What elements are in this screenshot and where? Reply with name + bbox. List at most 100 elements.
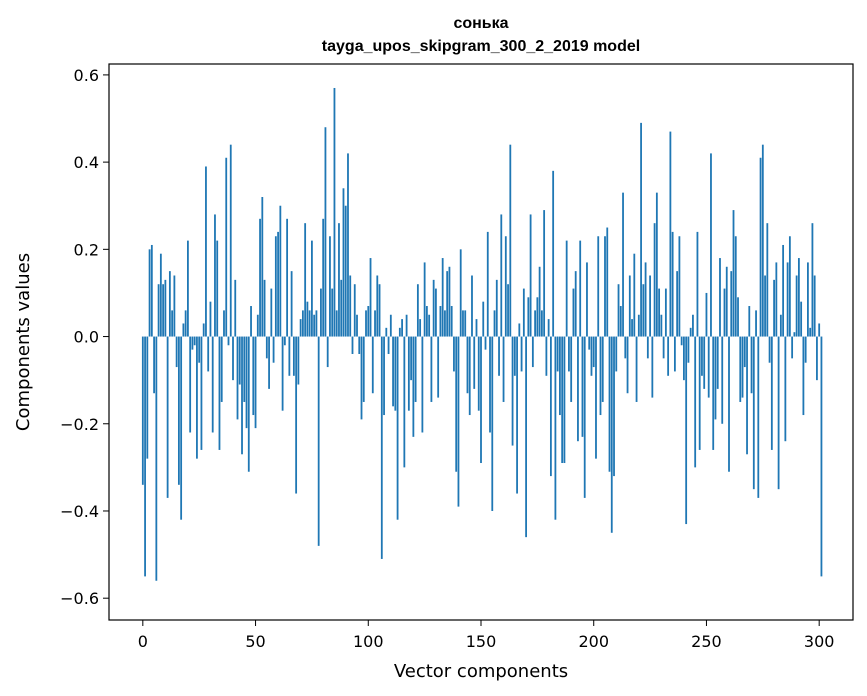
bar	[714, 336, 717, 420]
bar	[241, 336, 243, 455]
bars-group	[141, 87, 823, 581]
bar	[263, 279, 266, 337]
bar	[734, 236, 737, 337]
bar	[685, 336, 688, 525]
bar	[653, 223, 656, 337]
bar	[396, 336, 399, 520]
chart-title-line2: tayga_upos_skipgram_300_2_2019 model	[322, 38, 640, 55]
bar	[561, 336, 564, 464]
bar	[572, 288, 575, 337]
bar	[540, 310, 543, 337]
bar	[730, 271, 733, 337]
bar	[317, 336, 320, 546]
bar	[428, 314, 431, 337]
bar	[200, 336, 203, 450]
bar	[579, 240, 582, 337]
bar	[489, 336, 491, 433]
bar	[719, 258, 721, 337]
bar	[313, 314, 316, 337]
bar	[770, 336, 773, 450]
bar	[394, 336, 397, 411]
y-tick-label: 0.0	[74, 328, 99, 347]
bar	[416, 284, 419, 337]
bar	[306, 301, 309, 337]
bar	[232, 336, 234, 381]
bar	[238, 336, 241, 385]
bar	[547, 319, 550, 337]
bar	[529, 214, 532, 337]
bar	[335, 310, 338, 337]
bar	[595, 336, 597, 459]
bar	[671, 231, 674, 337]
bar	[694, 336, 697, 468]
bar	[791, 336, 794, 359]
bar	[626, 336, 629, 394]
bar	[180, 336, 183, 520]
bar	[552, 170, 555, 337]
bar	[813, 275, 816, 337]
y-tick-label: 0.4	[74, 153, 99, 172]
bar	[446, 271, 449, 337]
bar	[466, 336, 469, 394]
bar	[380, 336, 383, 559]
bar	[311, 240, 313, 337]
bar	[500, 214, 503, 337]
bar	[701, 336, 703, 376]
bar	[543, 210, 546, 337]
bar	[173, 275, 176, 337]
bar	[565, 240, 568, 337]
y-tick-label: −0.2	[60, 415, 99, 434]
bar	[220, 336, 223, 402]
bar	[610, 336, 613, 533]
bar	[196, 336, 198, 459]
bar	[725, 266, 728, 337]
bar	[401, 319, 403, 337]
bar	[746, 336, 748, 455]
bar	[207, 336, 210, 372]
bar	[777, 336, 780, 490]
bar	[369, 258, 372, 337]
bar	[568, 336, 570, 372]
bar	[378, 284, 381, 337]
bar	[259, 218, 261, 337]
bar	[482, 301, 485, 337]
bar	[516, 336, 518, 494]
bar	[155, 336, 158, 581]
bar	[177, 336, 180, 485]
bar	[252, 336, 255, 416]
bar	[338, 223, 340, 337]
bar	[324, 127, 327, 337]
bar	[187, 240, 189, 337]
bar	[365, 310, 367, 337]
bar	[414, 336, 417, 402]
bar	[430, 336, 433, 402]
bar	[398, 327, 401, 337]
bar	[716, 336, 719, 389]
bar	[664, 288, 667, 337]
bar	[453, 336, 455, 372]
bar	[680, 336, 683, 346]
bar	[622, 192, 624, 337]
bar	[545, 336, 548, 376]
y-axis-ticks: −0.6 −0.4 −0.2 0.0 0.2 0.4 0.6	[60, 66, 109, 608]
bar	[800, 301, 803, 337]
x-axis-ticks: 0 50 100 150 200 250 300	[138, 620, 834, 651]
bar	[243, 336, 246, 402]
bar	[389, 314, 392, 337]
bar	[698, 336, 701, 450]
bar	[236, 336, 239, 420]
bar	[793, 332, 796, 337]
bar	[421, 336, 424, 433]
bar	[739, 336, 742, 402]
bar	[164, 279, 167, 337]
bar	[353, 284, 356, 337]
bar	[509, 144, 512, 337]
bar	[473, 336, 476, 389]
bar	[520, 336, 523, 372]
bar	[439, 306, 442, 337]
bar	[403, 336, 406, 468]
bar	[448, 266, 451, 337]
bar	[590, 336, 593, 376]
bar	[757, 336, 760, 498]
bar	[301, 310, 304, 337]
